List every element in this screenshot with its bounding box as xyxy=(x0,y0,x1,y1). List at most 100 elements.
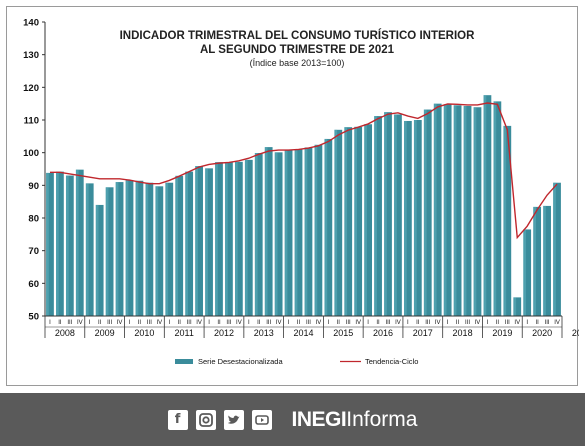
bar-highlight xyxy=(85,183,89,316)
bar xyxy=(95,204,104,316)
bar xyxy=(483,95,492,316)
bar xyxy=(145,182,154,316)
bar-highlight xyxy=(523,229,527,316)
x-quarter-label: III xyxy=(386,320,391,326)
x-quarter-label: I xyxy=(367,320,369,326)
x-year-label: 2020 xyxy=(532,328,552,338)
bar xyxy=(264,147,273,316)
x-axis: I II III IV I II III IV I II III IV I II III IV I II III IV… xyxy=(44,315,579,338)
bar xyxy=(175,175,184,316)
x-year-label: 2015 xyxy=(333,328,353,338)
y-axis: 50 60 70 80 90 100 110 120 130 140 xyxy=(23,18,46,323)
bar xyxy=(443,104,452,316)
legend-swatch-bar xyxy=(175,359,193,364)
x-quarter-label: III xyxy=(545,320,550,326)
bar xyxy=(75,169,84,316)
x-quarter-label: II xyxy=(456,320,460,326)
y-tick-label: 60 xyxy=(28,279,39,290)
inegi-informa-logo: INEGI Informa xyxy=(292,408,418,432)
x-quarter-label: IV xyxy=(276,320,282,326)
bar-highlight xyxy=(463,105,467,316)
bar-highlight xyxy=(185,171,189,316)
x-quarter-label: II xyxy=(297,320,301,326)
bar-highlight xyxy=(433,103,437,317)
bar xyxy=(453,105,462,316)
x-quarter-label: I xyxy=(208,320,210,326)
instagram-icon[interactable] xyxy=(195,409,216,430)
x-quarter-label: II xyxy=(535,320,539,326)
bar-highlight xyxy=(503,125,507,316)
x-quarter-label: I xyxy=(129,320,131,326)
x-quarter-label: II xyxy=(257,320,261,326)
bar-highlight xyxy=(443,104,447,316)
bar-highlight xyxy=(374,116,377,316)
bar-highlight xyxy=(413,120,417,316)
bar xyxy=(225,162,233,316)
bar xyxy=(254,152,263,316)
x-year-label: 2019 xyxy=(492,328,512,338)
bar xyxy=(85,183,94,316)
bar xyxy=(244,159,253,316)
x-year-label: 2021 xyxy=(572,328,579,338)
chart-subtitle: (Índice base 2013=100) xyxy=(250,58,345,68)
x-quarter-label: IV xyxy=(355,320,361,326)
bar xyxy=(324,138,333,316)
bar xyxy=(65,175,74,316)
bar-highlight xyxy=(115,182,119,316)
x-quarter-label: IV xyxy=(554,320,560,326)
facebook-icon[interactable]: f xyxy=(167,409,188,430)
bar-highlight xyxy=(304,147,308,316)
x-quarter-label: II xyxy=(178,320,182,326)
brand-light: Informa xyxy=(346,407,418,431)
bar xyxy=(413,120,422,316)
bar xyxy=(215,162,223,316)
chart-title-line2: AL SEGUNDO TRIMESTRE DE 2021 xyxy=(200,44,395,56)
bar xyxy=(463,105,472,316)
bar-highlight xyxy=(56,171,59,316)
bar xyxy=(304,147,313,316)
x-quarter-label: III xyxy=(505,320,510,326)
twitter-icon[interactable] xyxy=(223,409,244,430)
x-quarter-label: III xyxy=(346,320,351,326)
bar xyxy=(384,112,392,316)
legend: Serie Desestacionalizada Tendencia-Ciclo xyxy=(175,357,418,366)
trend-line xyxy=(49,102,558,240)
bar xyxy=(105,187,114,316)
bar-highlight xyxy=(513,297,517,316)
legend-label-line: Tendencia-Ciclo xyxy=(365,357,418,366)
x-year-label: 2010 xyxy=(134,328,154,338)
bar-highlight xyxy=(324,138,328,316)
bar xyxy=(334,129,343,316)
x-year-label: 2016 xyxy=(373,328,393,338)
y-tick-label: 130 xyxy=(23,50,39,61)
bar-highlight xyxy=(364,124,367,316)
bar xyxy=(125,180,134,316)
bar xyxy=(354,126,363,316)
bar-highlight xyxy=(384,112,387,316)
x-quarter-label: IV xyxy=(316,320,322,326)
bar xyxy=(234,161,243,316)
y-tick-label: 100 xyxy=(23,148,39,159)
bar-highlight xyxy=(75,169,79,316)
x-quarter-label: IV xyxy=(395,320,401,326)
x-quarter-label: IV xyxy=(77,320,83,326)
youtube-icon[interactable] xyxy=(251,409,272,430)
x-quarter-label: IV xyxy=(514,320,520,326)
bar xyxy=(404,120,412,316)
bar xyxy=(185,171,194,316)
trend-line-series xyxy=(49,102,558,240)
bar xyxy=(314,144,323,316)
bar xyxy=(493,101,502,316)
bar xyxy=(284,150,293,316)
bar xyxy=(394,114,402,317)
x-year-label: 2012 xyxy=(214,328,234,338)
bar-series xyxy=(46,95,561,317)
x-quarter-label: I xyxy=(526,320,528,326)
y-tick-label: 120 xyxy=(23,83,39,94)
bar-highlight xyxy=(344,127,348,316)
bar xyxy=(56,171,64,316)
bar-highlight xyxy=(493,101,497,316)
bar-highlight xyxy=(314,144,318,316)
chart-svg: INDICADOR TRIMESTRAL DEL CONSUMO TURÍSTI… xyxy=(23,18,579,367)
bar-highlight xyxy=(244,159,248,316)
